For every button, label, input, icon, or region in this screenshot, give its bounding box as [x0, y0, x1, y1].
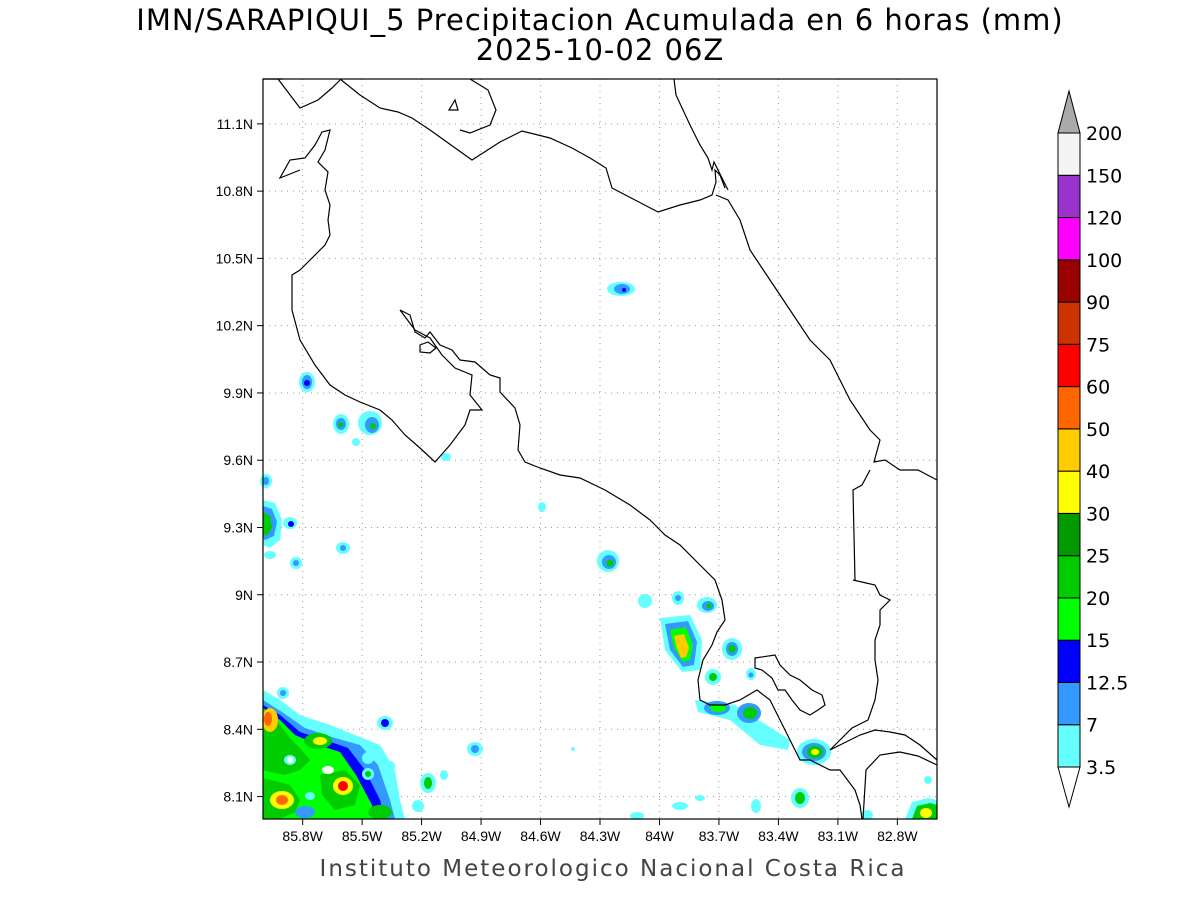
colorbar-swatch — [1057, 512, 1081, 557]
y-tick-label: 9.9N — [223, 385, 253, 401]
colorbar-label: 60 — [1086, 377, 1110, 399]
map-background — [263, 79, 937, 819]
y-tick-label: 10.2N — [216, 318, 253, 334]
map-axes: 85.8W 85.5W 85.2W 84.9W 84.6W 84.3W 84W 83.7W 83… — [216, 116, 919, 844]
x-tick-label: 84.6W — [520, 828, 561, 844]
colorbar-label: 30 — [1086, 503, 1110, 525]
colorbar-label: 15 — [1086, 630, 1110, 652]
y-tick-label: 10.8N — [216, 183, 253, 199]
colorbar-swatch — [1057, 428, 1081, 472]
precip-cell — [630, 591, 937, 820]
x-tick-label: 84W — [645, 828, 675, 844]
colorbar-over-triangle — [1057, 89, 1081, 134]
precipitation-field — [260, 282, 937, 820]
colorbar-swatch — [1057, 597, 1081, 641]
x-tick-label: 83.7W — [699, 828, 740, 844]
precip-cell — [607, 282, 635, 296]
y-tick-label: 9N — [235, 587, 253, 603]
x-tick-label: 85.8W — [282, 828, 323, 844]
colorbar-swatch — [1057, 343, 1081, 388]
map-date: 2025-10-02 06Z — [475, 33, 725, 67]
x-tick-label: 85.5W — [342, 828, 383, 844]
precip-cell — [538, 502, 546, 512]
colorbar-label: 100 — [1086, 250, 1122, 272]
credit-text: Instituto Meteorologico Nacional Costa R… — [319, 856, 907, 882]
y-tick-label: 8.7N — [223, 654, 253, 670]
colorbar-swatch — [1057, 174, 1081, 219]
colorbar-swatch — [1057, 301, 1081, 345]
colorbar-label: 20 — [1086, 588, 1110, 610]
precip-cell — [262, 687, 575, 819]
coastlines — [263, 78, 938, 820]
colorbar-swatch — [1057, 681, 1081, 726]
precip-cell — [333, 411, 382, 446]
colorbar-label: 25 — [1086, 546, 1110, 568]
y-tick-label: 9.6N — [223, 452, 253, 468]
precip-cell — [441, 453, 451, 461]
precip-cell — [299, 372, 315, 392]
x-tick-label: 83.4W — [758, 828, 799, 844]
colorbar-swatch — [1057, 386, 1081, 430]
colorbar-label: 120 — [1086, 208, 1122, 230]
x-tick-label: 84.9W — [461, 828, 502, 844]
colorbar-label: 90 — [1086, 292, 1110, 314]
y-tick-label: 9.3N — [223, 519, 253, 535]
y-tick-label: 8.1N — [223, 789, 253, 805]
colorbar-label: 200 — [1086, 123, 1122, 145]
map-gridlines — [263, 79, 937, 819]
y-tick-label: 10.5N — [216, 250, 253, 266]
x-tick-label: 83.1W — [818, 828, 859, 844]
colorbar-label: 50 — [1086, 419, 1110, 441]
y-tick-label: 11.1N — [217, 116, 253, 132]
colorbar: 3.5 7 12.5 15 20 25 30 40 50 60 75 90 100 120 150 200 — [1057, 89, 1128, 809]
colorbar-swatch — [1057, 724, 1081, 768]
colorbar-label: 75 — [1086, 334, 1110, 356]
x-tick-label: 82.8W — [877, 828, 918, 844]
y-tick-label: 8.4N — [223, 721, 253, 737]
colorbar-swatch — [1057, 555, 1081, 599]
colorbar-swatch — [1057, 259, 1081, 303]
x-tick-label: 84.3W — [580, 828, 621, 844]
colorbar-label: 150 — [1086, 165, 1122, 187]
colorbar-swatch — [1057, 217, 1081, 261]
colorbar-swatch — [1057, 470, 1081, 514]
colorbar-swatch — [1057, 639, 1081, 683]
colorbar-swatch — [1057, 132, 1081, 176]
x-tick-label: 85.2W — [401, 828, 442, 844]
precip-cell — [597, 550, 619, 572]
colorbar-label: 12.5 — [1086, 672, 1128, 694]
map-title: IMN/SARAPIQUI_5 Precipitacion Acumulada … — [136, 3, 1064, 37]
colorbar-label: 3.5 — [1086, 757, 1116, 779]
colorbar-label: 7 — [1086, 715, 1098, 737]
colorbar-label: 40 — [1086, 461, 1110, 483]
colorbar-under-triangle — [1057, 766, 1081, 809]
